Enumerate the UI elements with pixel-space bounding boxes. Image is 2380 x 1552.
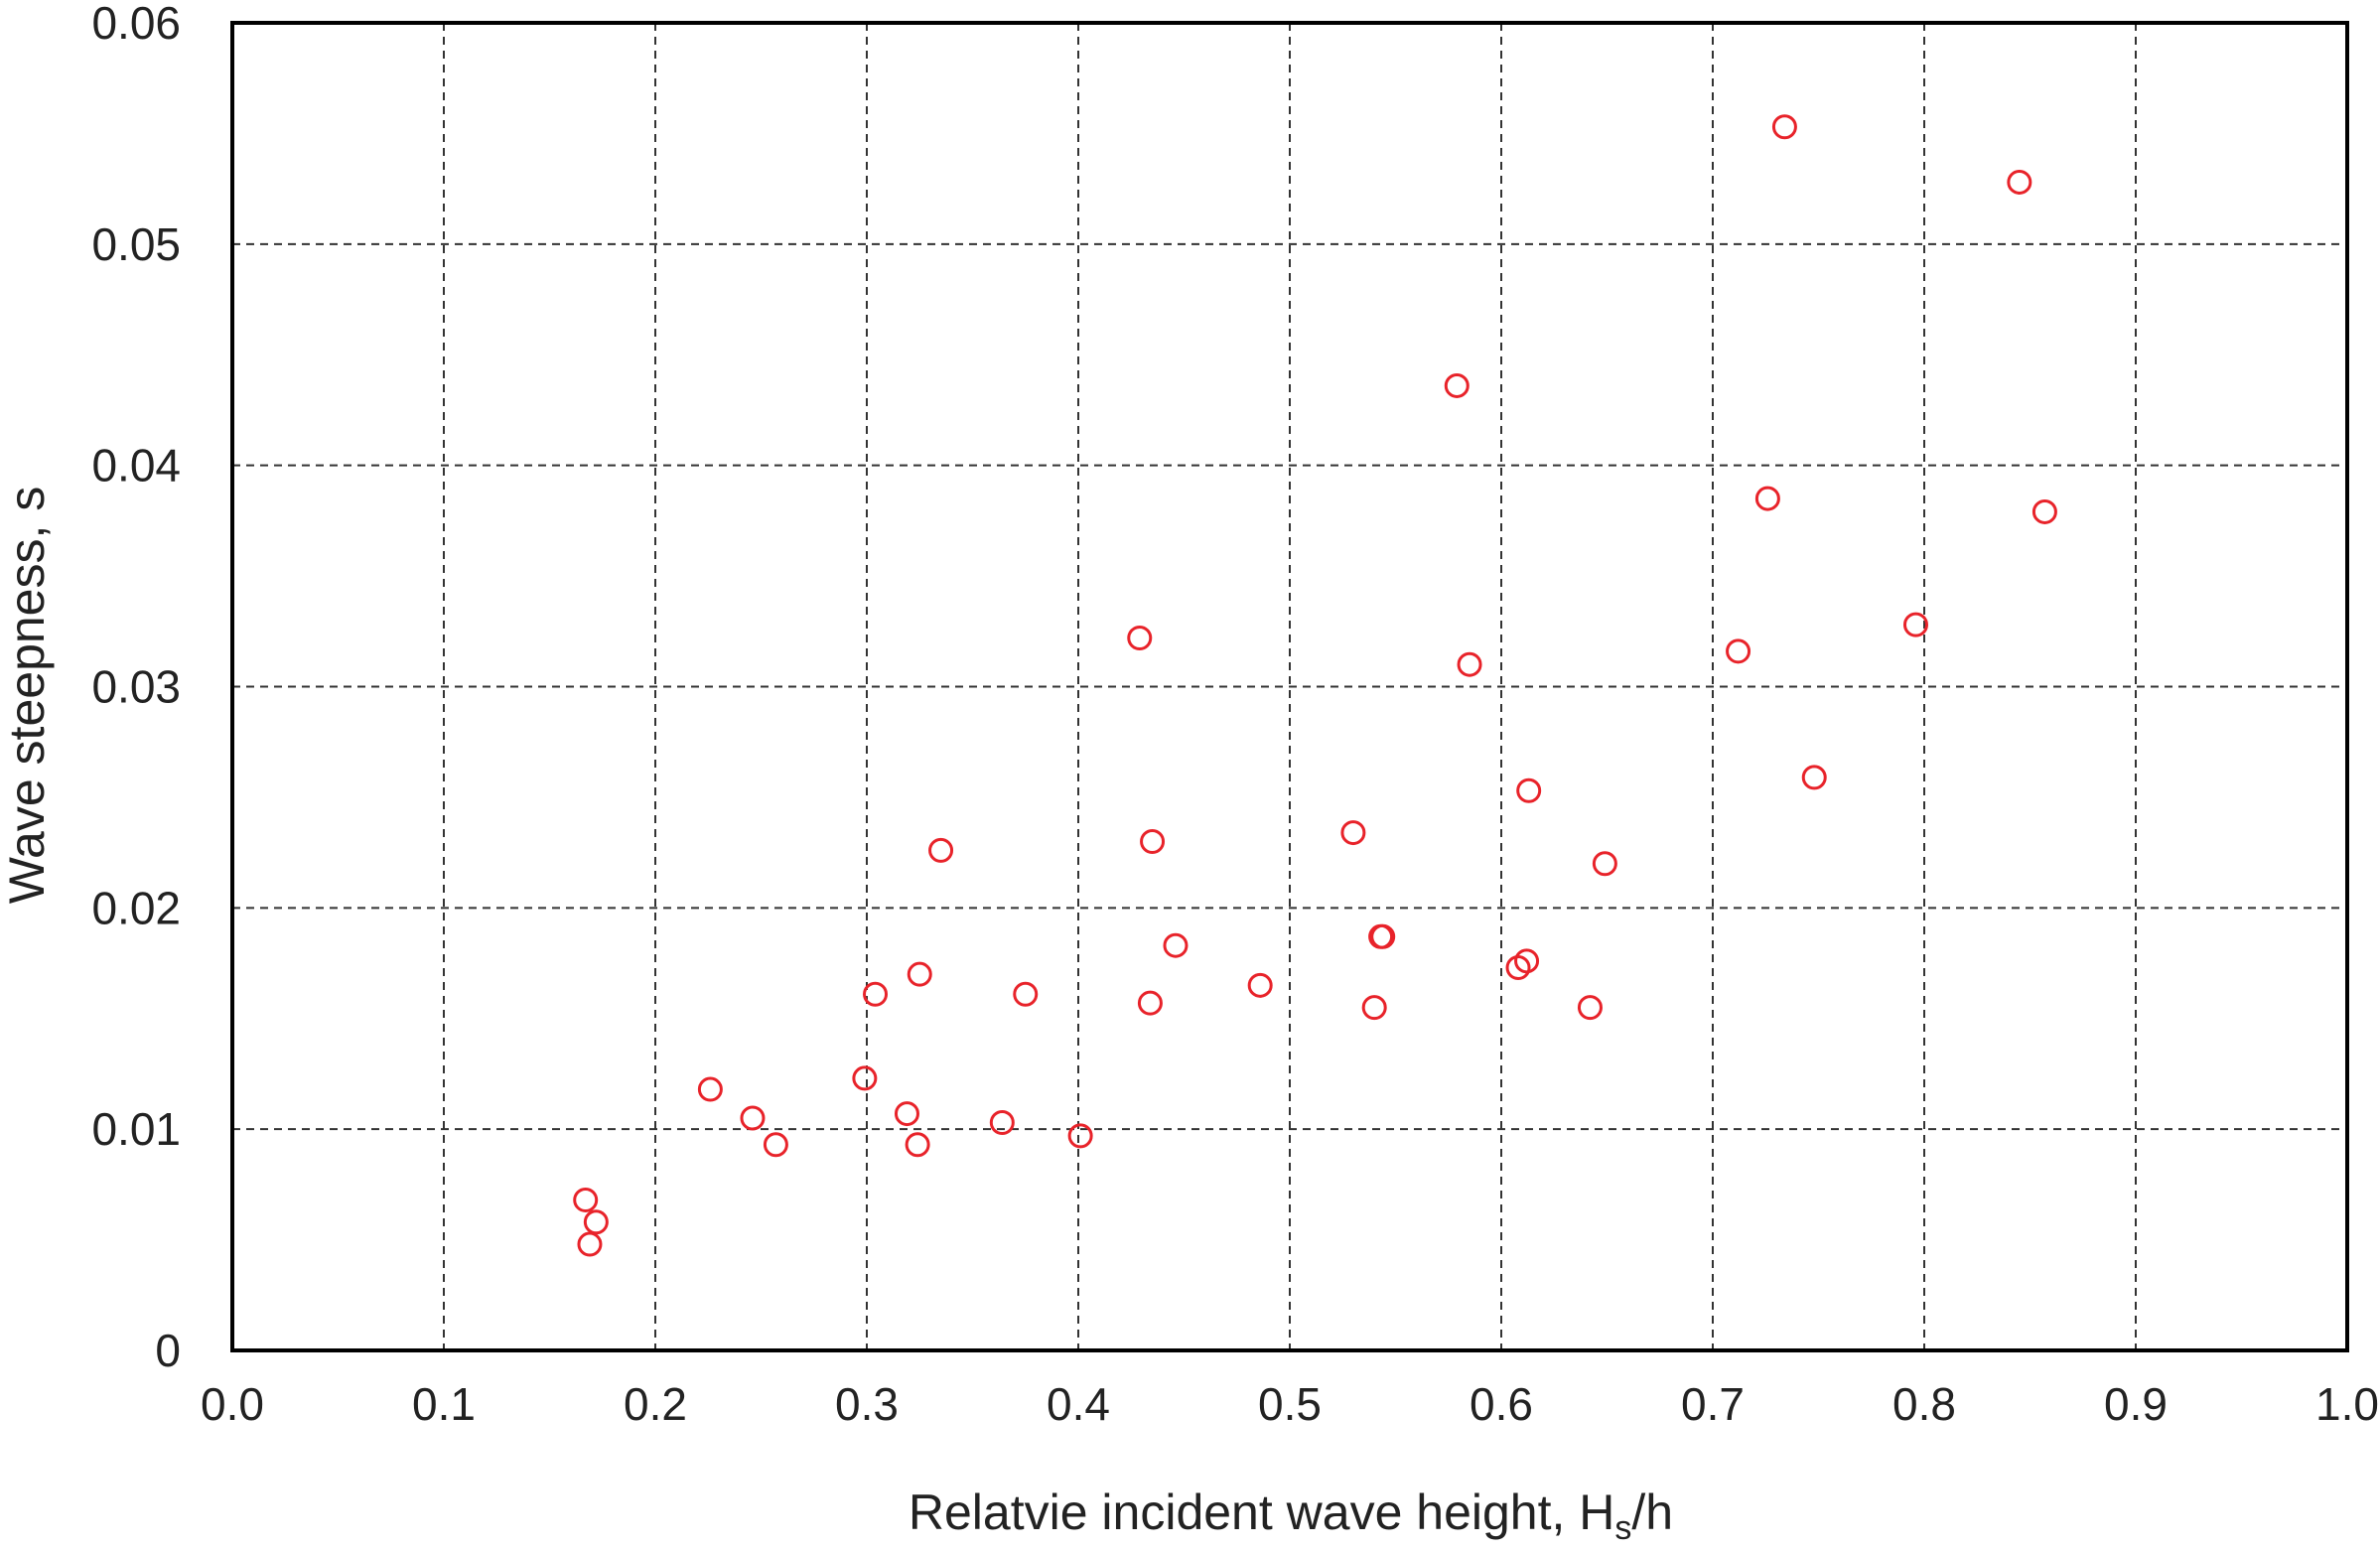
x-tick-label: 0.5 xyxy=(1258,1378,1322,1430)
data-point xyxy=(1247,972,1273,998)
grid-lines xyxy=(232,23,2347,1350)
x-axis-title-suffix: /h xyxy=(1631,1484,1673,1540)
data-point xyxy=(1067,1123,1093,1149)
x-tick-label: 0.7 xyxy=(1681,1378,1745,1430)
data-point xyxy=(763,1132,788,1158)
x-tick-label: 0.2 xyxy=(624,1378,687,1430)
y-axis-title: Wave steepness, s xyxy=(0,487,55,905)
data-point xyxy=(1754,486,1780,511)
data-point xyxy=(1370,923,1396,949)
data-point xyxy=(2007,169,2032,195)
data-point xyxy=(1592,851,1617,877)
plot-frame xyxy=(230,21,2349,1352)
data-point xyxy=(1163,932,1189,958)
data-point xyxy=(573,1187,599,1212)
y-tick-label: 0.06 xyxy=(91,0,181,49)
data-point xyxy=(697,1076,723,1102)
data-point xyxy=(1771,114,1797,140)
data-point xyxy=(1902,612,1928,637)
data-point xyxy=(1140,828,1166,854)
data-point xyxy=(740,1105,766,1131)
data-point xyxy=(1457,651,1482,677)
data-point xyxy=(1137,990,1163,1016)
x-axis-title: Relatvie incident wave height, Hs/h xyxy=(909,1484,1673,1547)
x-tick-label: 0.9 xyxy=(2104,1378,2168,1430)
x-axis-title-subscript: s xyxy=(1614,1509,1631,1547)
y-tick-label: 0.04 xyxy=(91,440,181,492)
data-point xyxy=(894,1101,919,1127)
data-point xyxy=(577,1231,603,1257)
x-axis-title-main: Relatvie incident wave height, H xyxy=(909,1484,1615,1540)
x-tick-label: 1.0 xyxy=(2315,1378,2379,1430)
x-tick-label: 0.8 xyxy=(1892,1378,1956,1430)
data-point xyxy=(905,1132,930,1158)
data-point xyxy=(1801,765,1827,790)
data-point xyxy=(907,961,932,987)
data-point xyxy=(1516,777,1542,803)
data-point xyxy=(2031,498,2057,524)
data-point xyxy=(1514,948,1540,974)
y-tick-labels: 0 0.01 0.02 0.03 0.04 0.05 0.06 xyxy=(91,0,181,1376)
x-tick-labels: 0.0 0.1 0.2 0.3 0.4 0.5 0.6 0.7 0.8 0.9 1.0 xyxy=(201,1378,2379,1430)
data-points xyxy=(573,114,2057,1257)
data-point xyxy=(852,1065,878,1091)
x-tick-label: 0.1 xyxy=(412,1378,476,1430)
data-point xyxy=(1726,638,1751,664)
x-tick-label: 0.0 xyxy=(201,1378,264,1430)
data-point xyxy=(1361,995,1387,1021)
data-point xyxy=(1127,625,1153,650)
x-tick-label: 0.4 xyxy=(1047,1378,1110,1430)
data-point xyxy=(1340,820,1366,846)
y-tick-label: 0 xyxy=(155,1325,181,1376)
y-tick-label: 0.02 xyxy=(91,882,181,933)
x-tick-label: 0.6 xyxy=(1470,1378,1533,1430)
data-point xyxy=(989,1109,1015,1135)
data-point xyxy=(1577,995,1603,1021)
data-point xyxy=(928,837,954,863)
y-tick-label: 0.01 xyxy=(91,1103,181,1155)
x-tick-label: 0.3 xyxy=(835,1378,899,1430)
y-tick-label: 0.05 xyxy=(91,218,181,270)
data-point xyxy=(863,981,889,1007)
data-point xyxy=(1013,981,1039,1007)
y-tick-label: 0.03 xyxy=(91,661,181,713)
data-point xyxy=(583,1209,609,1235)
data-point xyxy=(1444,372,1470,398)
